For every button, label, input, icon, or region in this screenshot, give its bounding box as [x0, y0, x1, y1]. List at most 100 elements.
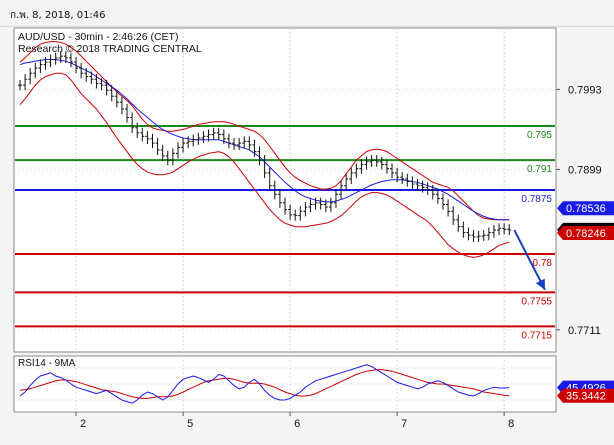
price-bar	[18, 80, 22, 91]
x-tick-label: 7	[401, 418, 407, 430]
price-bar	[201, 131, 206, 144]
price-bar	[125, 103, 130, 123]
price-tag-bg	[557, 225, 614, 240]
price-bar	[181, 137, 186, 153]
price-bar	[328, 197, 333, 213]
price-bar	[313, 197, 318, 210]
price-bar	[288, 204, 293, 220]
price-bar	[196, 132, 201, 145]
price-bar	[262, 155, 267, 179]
price-tag-text: 0.78246	[566, 228, 606, 240]
price-bar	[405, 173, 410, 187]
level-label: 0.7715	[521, 330, 552, 341]
chart-title: AUD/USD - 30min - 2:46:26 (CET)	[18, 31, 178, 43]
price-bar	[486, 227, 491, 241]
price-bar	[410, 176, 415, 190]
upper-band-line	[19, 41, 510, 221]
forecast-arrow-shaft	[513, 229, 546, 291]
price-bar	[384, 159, 389, 174]
price-bar	[119, 97, 124, 115]
price-bar	[390, 163, 395, 179]
price-bar	[135, 122, 140, 138]
price-bar	[170, 148, 175, 166]
price-bar	[461, 221, 466, 238]
price-bar	[58, 51, 63, 63]
price-bar	[226, 133, 231, 149]
price-bar	[43, 56, 48, 70]
price-bar	[425, 182, 430, 196]
price-bar	[283, 197, 287, 215]
price-bar	[74, 56, 79, 74]
level-label: 0.7755	[521, 296, 552, 307]
price-bar	[130, 112, 135, 133]
price-bar	[323, 199, 328, 213]
price-bar	[94, 74, 99, 89]
price-bar	[33, 62, 38, 79]
price-bar	[211, 127, 216, 140]
price-bar	[497, 223, 502, 236]
price-bar	[400, 172, 405, 185]
x-tick-label: 6	[294, 418, 300, 430]
price-bar	[344, 173, 349, 191]
price-bar	[369, 155, 374, 167]
level-label: 0.7875	[521, 194, 552, 205]
price-bar	[242, 136, 247, 149]
price-bar	[247, 136, 252, 150]
price-bar	[318, 197, 323, 210]
x-tick-label: 2	[80, 418, 86, 430]
price-bar	[298, 206, 303, 221]
price-bar	[232, 137, 237, 150]
price-bar	[339, 180, 344, 200]
datetime-label: ก.พ. 8, 2018, 01:46	[10, 10, 106, 21]
price-bar	[257, 146, 262, 166]
price-bar	[216, 127, 221, 140]
price-bar	[354, 163, 359, 179]
rsi-tag: 35.3442	[557, 388, 614, 403]
price-bar	[430, 184, 435, 200]
rsi-tag-text: 35.3442	[566, 391, 606, 403]
price-bar	[48, 54, 53, 68]
price-bar	[28, 68, 33, 85]
x-tick-label: 8	[508, 418, 514, 430]
price-bar	[114, 91, 119, 108]
price-bar	[140, 127, 145, 142]
price-bar	[333, 189, 338, 208]
rsi-line	[19, 364, 510, 404]
price-bar	[476, 230, 481, 243]
price-bar	[507, 224, 512, 236]
price-bar	[303, 201, 308, 217]
price-tag: 0.78536	[557, 201, 614, 216]
price-bar	[440, 193, 445, 210]
level-label: 0.791	[527, 164, 552, 175]
price-bar	[160, 144, 165, 162]
price-bar	[165, 150, 170, 166]
level-label: 0.795	[527, 130, 552, 141]
price-bar	[272, 180, 277, 200]
price-bar	[277, 189, 282, 208]
price-bar	[435, 189, 440, 204]
price-bar	[155, 137, 160, 156]
title-bar: ก.พ. 8, 2018, 01:46	[0, 0, 614, 27]
rsi-title: RSI14 - 9MA	[18, 358, 76, 369]
forecast-arrow-head	[535, 278, 545, 290]
price-bar	[502, 223, 507, 235]
price-bar	[466, 227, 471, 241]
price-bar	[150, 133, 155, 149]
y-tick-label: 0.7993	[568, 84, 602, 96]
price-bar	[359, 159, 364, 174]
rsi-ma-line	[19, 369, 510, 399]
price-bar	[79, 62, 84, 79]
price-bar	[89, 71, 94, 85]
price-bar	[63, 51, 68, 63]
level-label: 0.78	[533, 258, 553, 269]
price-bar	[415, 178, 420, 191]
price-bar	[145, 131, 150, 144]
price-bar	[349, 167, 354, 185]
x-tick-label: 5	[187, 418, 193, 430]
price-bar	[53, 52, 58, 65]
price-bar	[481, 230, 486, 242]
price-bar	[364, 156, 369, 170]
price-bar	[23, 74, 28, 91]
